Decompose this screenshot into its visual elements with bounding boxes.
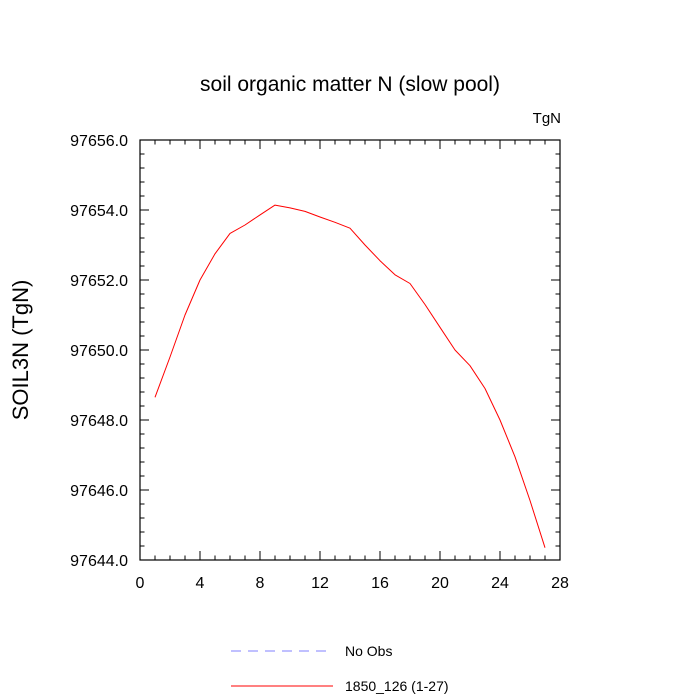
x-tick-label: 16 — [371, 575, 389, 592]
series-line — [154, 204, 546, 548]
x-tick-label: 20 — [431, 575, 449, 592]
legend-label: 1850_126 (1-27) — [345, 678, 449, 694]
x-tick-label: 0 — [136, 575, 145, 592]
y-tick-label: 97644.0 — [70, 553, 128, 570]
x-tick-label: 4 — [196, 575, 205, 592]
y-tick-label: 97654.0 — [70, 203, 128, 220]
plot-frame — [139, 139, 561, 561]
axes-ticks: 0 4 8 12 16 20 24 28 97644.0 97646.0 97648.0 97650.… — [70, 133, 569, 592]
y-tick-label: 97646.0 — [70, 483, 128, 500]
legend: No Obs 1850_126 (1-27) — [231, 643, 449, 694]
chart-title: soil organic matter N (slow pool) — [200, 73, 500, 96]
legend-label: No Obs — [345, 643, 392, 659]
y-tick-label: 97652.0 — [70, 273, 128, 290]
y-tick-label: 97656.0 — [70, 133, 128, 150]
y-axis-label: SOIL3N (TgN) — [8, 280, 33, 421]
y-tick-label: 97648.0 — [70, 413, 128, 430]
units-label: TgN — [533, 110, 561, 127]
x-tick-label: 24 — [491, 575, 509, 592]
x-tick-label: 28 — [551, 575, 569, 592]
x-tick-label: 8 — [256, 575, 265, 592]
x-tick-label: 12 — [311, 575, 329, 592]
series-layer — [154, 204, 546, 548]
y-tick-label: 97650.0 — [70, 343, 128, 360]
